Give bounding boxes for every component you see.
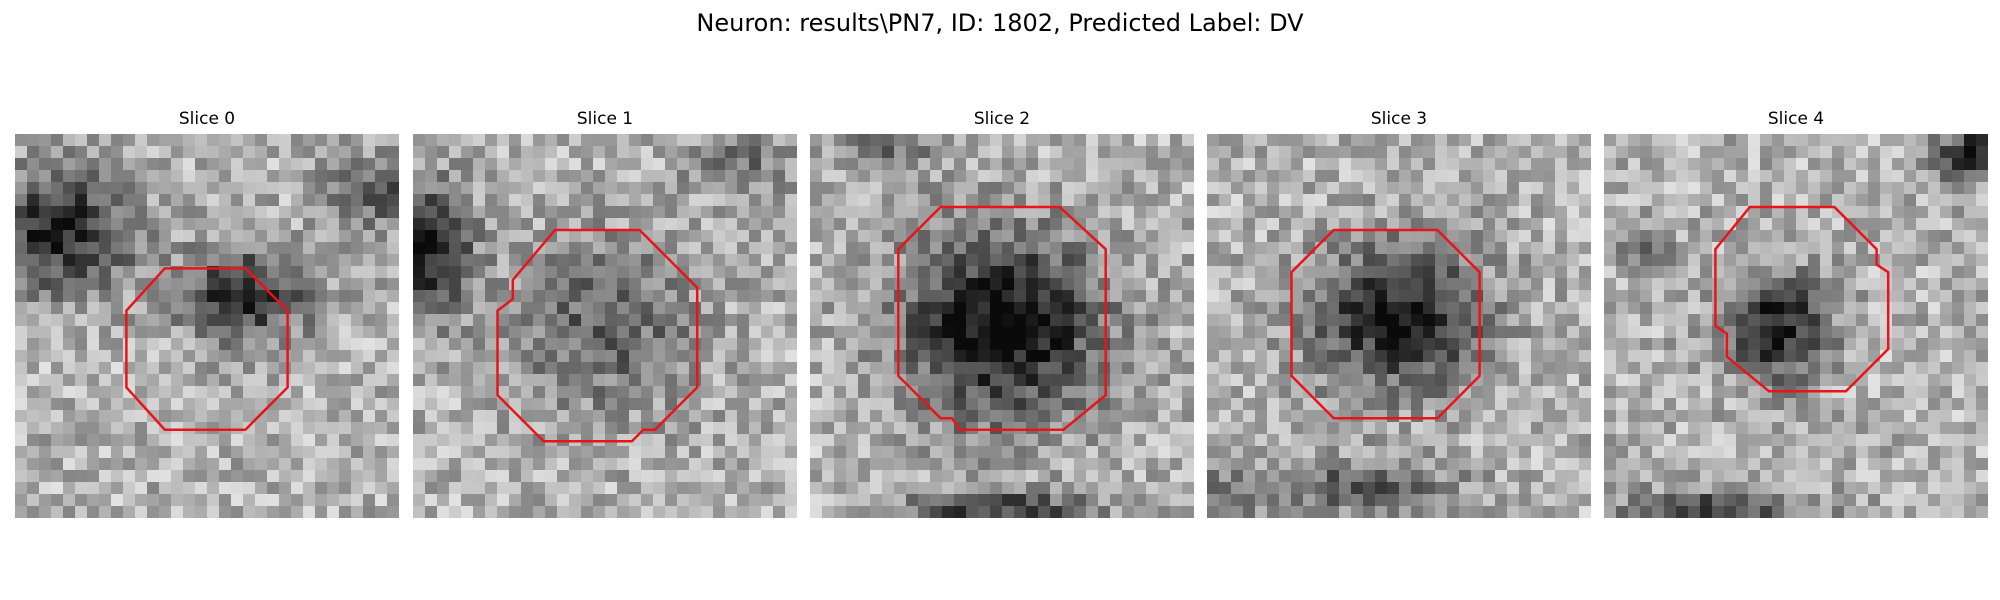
slice-image	[1207, 134, 1591, 518]
neuron-contour	[1714, 205, 1890, 393]
slice-image	[15, 134, 399, 518]
figure-title: Neuron: results\PN7, ID: 1802, Predicted…	[696, 9, 1304, 37]
image-pixels	[413, 134, 797, 518]
panel-title: Slice 3	[1370, 109, 1428, 129]
image-pixels	[1604, 134, 1988, 518]
slice-image	[810, 134, 1194, 518]
panel-title: Slice 1	[576, 109, 634, 129]
neuron-contour	[125, 267, 289, 431]
panel-title: Slice 2	[973, 109, 1031, 129]
neuron-contour	[897, 205, 1107, 431]
image-pixels	[810, 134, 1194, 518]
slice-image	[1604, 134, 1988, 518]
neuron-contour	[496, 228, 699, 443]
slice-image	[413, 134, 797, 518]
image-pixels	[15, 134, 399, 518]
image-pixels	[1207, 134, 1591, 518]
neuron-contour	[1290, 228, 1481, 420]
panel-title: Slice 4	[1767, 109, 1825, 129]
panel-title: Slice 0	[178, 109, 236, 129]
